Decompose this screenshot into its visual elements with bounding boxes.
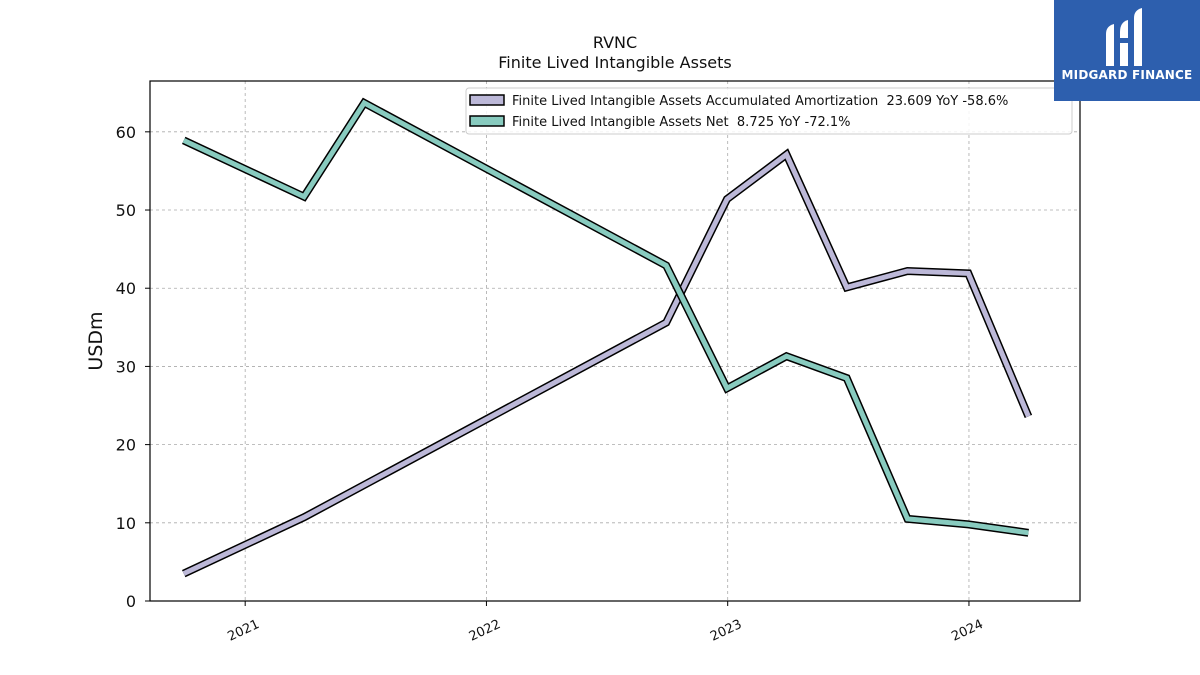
logo-mark-icon bbox=[1106, 8, 1142, 66]
series-1-line bbox=[182, 99, 1029, 536]
x-tick-label: 2024 bbox=[949, 617, 985, 645]
plot-area-frame bbox=[149, 80, 1081, 602]
chart-title: RVNC bbox=[593, 33, 637, 52]
x-tick-label: 2022 bbox=[467, 617, 503, 645]
y-tick-label: 30 bbox=[116, 357, 136, 376]
y-tick-label: 0 bbox=[126, 592, 136, 611]
logo-text: MIDGARD FINANCE bbox=[1061, 68, 1193, 82]
legend-box bbox=[465, 87, 1073, 135]
series-lines bbox=[182, 97, 1033, 578]
legend-swatch-0 bbox=[469, 94, 505, 106]
legend: Finite Lived Intangible Assets Accumulat… bbox=[465, 87, 1073, 135]
legend-label-0: Finite Lived Intangible Assets Accumulat… bbox=[512, 94, 1008, 109]
y-tick-label: 10 bbox=[116, 514, 136, 533]
x-axis-ticks: 2021 2022 2023 2024 bbox=[226, 601, 986, 645]
y-tick-label: 60 bbox=[116, 123, 136, 142]
x-tick-label: 2021 bbox=[226, 617, 262, 645]
y-tick-label: 40 bbox=[116, 279, 136, 298]
series-1-outline bbox=[182, 97, 1029, 537]
y-axis-ticks: 0 10 20 30 40 50 60 bbox=[116, 123, 150, 611]
y-axis-label: USDm bbox=[85, 311, 107, 370]
y-tick-label: 20 bbox=[116, 436, 136, 455]
chart-subtitle: Finite Lived Intangible Assets bbox=[498, 53, 731, 72]
legend-swatch-1 bbox=[469, 115, 505, 127]
x-tick-label: 2023 bbox=[708, 617, 744, 645]
brand-logo: MIDGARD FINANCE bbox=[1054, 0, 1200, 101]
series-0-line bbox=[182, 150, 1031, 576]
y-tick-label: 50 bbox=[116, 201, 136, 220]
legend-label-1: Finite Lived Intangible Assets Net 8.725… bbox=[512, 115, 851, 130]
